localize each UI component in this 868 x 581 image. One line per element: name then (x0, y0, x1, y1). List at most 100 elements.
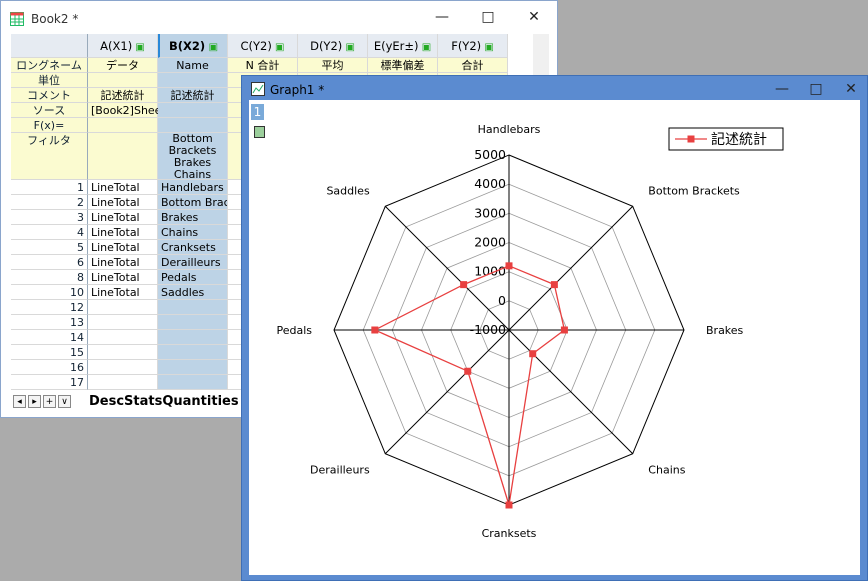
meta-cell[interactable]: データ (88, 58, 158, 73)
row-number[interactable]: 5 (11, 240, 88, 255)
cell-b[interactable]: Pedals (158, 270, 228, 285)
row-label[interactable]: フィルタ (11, 133, 88, 180)
row-number[interactable]: 17 (11, 375, 88, 390)
graph-minimize-button[interactable]: — (775, 81, 789, 97)
column-header-0[interactable]: A(X1) ▣ (88, 34, 158, 58)
meta-cell[interactable] (88, 133, 158, 180)
row-number[interactable]: 3 (11, 210, 88, 225)
column-header-2[interactable]: C(Y2) ▣ (228, 34, 298, 58)
cell-b[interactable] (158, 345, 228, 360)
meta-cell[interactable] (158, 103, 228, 118)
graph-titlebar[interactable]: Graph1 * — □ ✕ (242, 76, 867, 102)
cell-b[interactable]: Saddles (158, 285, 228, 300)
row-number[interactable]: 15 (11, 345, 88, 360)
meta-cell[interactable]: 平均 (298, 58, 368, 73)
meta-cell[interactable] (88, 118, 158, 133)
cell-a[interactable]: LineTotal (88, 225, 158, 240)
row-number[interactable]: 1 (11, 180, 88, 195)
row-label[interactable]: 単位 (11, 73, 88, 88)
meta-cell[interactable] (158, 73, 228, 88)
row-label[interactable]: F(x)= (11, 118, 88, 133)
meta-cell[interactable] (158, 118, 228, 133)
column-header-5[interactable]: F(Y2) ▣ (438, 34, 508, 58)
row-number[interactable]: 8 (11, 270, 88, 285)
meta-cell[interactable] (88, 73, 158, 88)
cell-b[interactable] (158, 315, 228, 330)
cell-b[interactable]: Chains (158, 225, 228, 240)
row-label[interactable]: コメント (11, 88, 88, 103)
cell-a[interactable] (88, 345, 158, 360)
row-number[interactable]: 13 (11, 315, 88, 330)
meta-cell[interactable]: Bottom Brackets Brakes Chains (158, 133, 228, 180)
radar-chart[interactable]: 5000 4000 3000 2000 1000 0 -1000 Handlebars Bott… (249, 100, 860, 575)
graph-page[interactable]: 1 5000 4000 3000 2000 1000 0 -1000 Handlebars Bo… (249, 100, 860, 575)
category-label: Bottom Brackets (648, 185, 740, 198)
cell-b[interactable]: Bottom Brac (158, 195, 228, 210)
graph-title: Graph1 * (270, 83, 325, 97)
meta-cell[interactable]: 記述統計 (88, 88, 158, 103)
cell-b[interactable] (158, 300, 228, 315)
cell-b[interactable]: Brakes (158, 210, 228, 225)
meta-cell[interactable]: 合計 (438, 58, 508, 73)
cell-a[interactable]: LineTotal (88, 285, 158, 300)
cell-b[interactable]: Handlebars (158, 180, 228, 195)
close-button[interactable]: ✕ (528, 9, 540, 25)
maximize-button[interactable]: □ (481, 9, 495, 25)
cell-a[interactable]: LineTotal (88, 255, 158, 270)
minimize-button[interactable]: — (435, 9, 449, 25)
column-label: B(X2) (168, 39, 206, 53)
row-number[interactable]: 14 (11, 330, 88, 345)
sheet-nav-button[interactable]: ◂ (13, 395, 26, 408)
cell-a[interactable] (88, 330, 158, 345)
cell-b[interactable] (158, 360, 228, 375)
meta-cell[interactable]: [Book2]Sheet1 (88, 103, 173, 118)
row-label[interactable]: ロングネーム (11, 58, 88, 73)
row-label[interactable]: ソース (11, 103, 88, 118)
radial-tick-label: 1000 (474, 264, 506, 279)
cell-a[interactable]: LineTotal (88, 180, 158, 195)
cell-a[interactable]: LineTotal (88, 210, 158, 225)
row-number[interactable]: 6 (11, 255, 88, 270)
sheet-nav-button[interactable]: + (43, 395, 56, 408)
meta-cell[interactable]: Name (158, 58, 228, 73)
cell-b[interactable]: Cranksets (158, 240, 228, 255)
row-number[interactable]: 4 (11, 225, 88, 240)
row-number[interactable]: 12 (11, 300, 88, 315)
graph-close-button[interactable]: ✕ (845, 81, 857, 97)
meta-cell[interactable]: 標準偏差 (368, 58, 438, 73)
category-label: Cranksets (482, 527, 537, 540)
corner-cell[interactable] (11, 34, 88, 58)
meta-cell[interactable]: N 合計 (228, 58, 298, 73)
cell-b[interactable]: Derailleurs (158, 255, 228, 270)
filter-line: Brakes (173, 156, 212, 169)
cell-b[interactable] (158, 330, 228, 345)
cell-a[interactable] (88, 360, 158, 375)
sheet-tab-descstats[interactable]: DescStatsQuantities (89, 394, 239, 409)
graph-maximize-button[interactable]: □ (809, 81, 823, 97)
cell-a[interactable]: LineTotal (88, 270, 158, 285)
column-header-3[interactable]: D(Y2) ▣ (298, 34, 368, 58)
cell-b[interactable] (158, 375, 228, 390)
meta-value: 記述統計 (100, 89, 145, 102)
row-number[interactable]: 16 (11, 360, 88, 375)
lock-icon: ▣ (342, 42, 355, 53)
cell-a[interactable] (88, 375, 158, 390)
lock-icon[interactable] (254, 126, 265, 138)
row-number[interactable]: 2 (11, 195, 88, 210)
graph-icon (251, 82, 265, 96)
meta-cell[interactable]: 記述統計 (158, 88, 228, 103)
sheet-nav-button[interactable]: ∨ (58, 395, 71, 408)
graph-window[interactable]: Graph1 * — □ ✕ 1 5000 4000 3000 2000 1000 0 -1… (241, 75, 868, 581)
sheet-nav-button[interactable]: ▸ (28, 395, 41, 408)
cell-a[interactable]: LineTotal (88, 195, 158, 210)
row-number[interactable]: 10 (11, 285, 88, 300)
column-header-4[interactable]: E(yEr±) ▣ (368, 34, 438, 58)
radial-tick-label: 3000 (474, 205, 506, 220)
column-header-1[interactable]: B(X2) ▣ (158, 34, 228, 58)
cell-a[interactable] (88, 315, 158, 330)
cell-a[interactable] (88, 300, 158, 315)
book-titlebar[interactable]: Book2 * — □ ✕ (1, 1, 557, 39)
meta-value: 平均 (321, 59, 344, 72)
cell-a[interactable]: LineTotal (88, 240, 158, 255)
layer-badge[interactable]: 1 (251, 104, 264, 120)
